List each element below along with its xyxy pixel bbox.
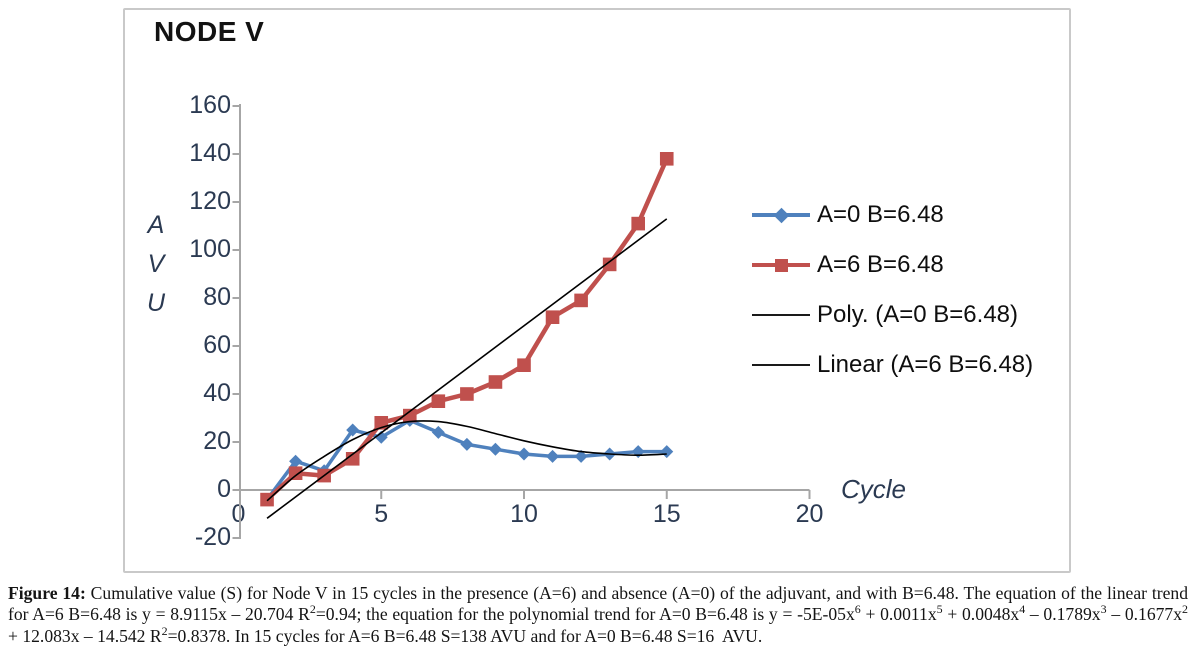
caption-segment: 3 xyxy=(1100,602,1107,617)
caption-segment: 6 xyxy=(854,602,861,617)
caption-segment: =0.94; the equation for the polynomial t… xyxy=(315,604,855,625)
x-axis-tick-label: 0 xyxy=(231,500,246,528)
y-axis-tick-label: 120 xyxy=(189,187,231,215)
y-axis-tick-label: 140 xyxy=(189,139,231,167)
legend-entry: Poly. (A=0 B=6.48) xyxy=(752,290,1033,340)
legend-label: Poly. (A=0 B=6.48) xyxy=(817,301,1018,328)
caption-segment: – 0.1789x xyxy=(1025,604,1101,625)
y-axis-tick-label: 160 xyxy=(189,91,231,119)
caption-segment: 4 xyxy=(1019,602,1026,617)
x-axis-title: Cycle xyxy=(841,474,907,504)
caption-segment: + 0.0011x xyxy=(860,604,937,625)
legend-trendline-icon xyxy=(752,356,810,374)
y-axis-tick-label: 20 xyxy=(203,427,231,455)
caption-segment: Cumulative value (S) for Node V in 15 cy… xyxy=(8,583,1188,625)
y-axis-tick-label: -20 xyxy=(194,523,231,551)
caption-segment: + 12.083x – 14.542 R xyxy=(8,625,162,646)
x-axis-tick-label: 20 xyxy=(795,500,824,528)
legend-trendline-icon xyxy=(752,306,810,324)
legend-entry: A=6 B=6.48 xyxy=(752,240,1033,290)
y-axis-tick-label: 60 xyxy=(203,331,231,359)
x-axis-tick-label: 5 xyxy=(374,500,389,528)
caption-segment: 2 xyxy=(1182,602,1189,617)
legend-diamond-series-icon xyxy=(752,206,810,224)
y-axis-title-letter: V xyxy=(147,250,165,278)
legend-label: A=6 B=6.48 xyxy=(817,251,944,278)
y-axis-tick-label: 40 xyxy=(203,379,231,407)
caption-segment: 5 xyxy=(936,602,943,617)
chart-title: NODE V xyxy=(154,16,265,47)
caption-segment: 2 xyxy=(309,602,316,617)
legend-square-series-icon xyxy=(752,256,810,274)
caption-segment: + 0.0048x xyxy=(942,604,1020,625)
y-axis-tick-label: 0 xyxy=(217,475,231,503)
y-axis-tick-label: 80 xyxy=(203,283,231,311)
legend-label: Linear (A=6 B=6.48) xyxy=(817,351,1034,378)
x-axis-tick-label: 15 xyxy=(652,500,681,528)
figure-caption: Figure 14: Cumulative value (S) for Node… xyxy=(8,583,1188,647)
chart-legend: A=0 B=6.48 A=6 B=6.48 Poly. (A=0 B=6.48)… xyxy=(752,190,1033,390)
legend-label: A=0 B=6.48 xyxy=(817,201,944,228)
caption-segment: – 0.1677x xyxy=(1106,604,1183,625)
y-axis-title-letter: U xyxy=(146,289,166,317)
y-axis-title-letter: A xyxy=(147,211,165,239)
x-axis-tick-label: 10 xyxy=(510,500,538,528)
caption-segment: 2 xyxy=(161,623,168,638)
y-axis-title: A V U xyxy=(142,206,170,323)
caption-segment: Figure 14: xyxy=(8,583,86,603)
legend-entry: A=0 B=6.48 xyxy=(752,190,1033,240)
y-axis-tick-label: 100 xyxy=(189,235,231,263)
caption-segment: =0.8378. In 15 cycles for A=6 B=6.48 S=1… xyxy=(167,625,763,646)
legend-entry: Linear (A=6 B=6.48) xyxy=(752,340,1033,390)
